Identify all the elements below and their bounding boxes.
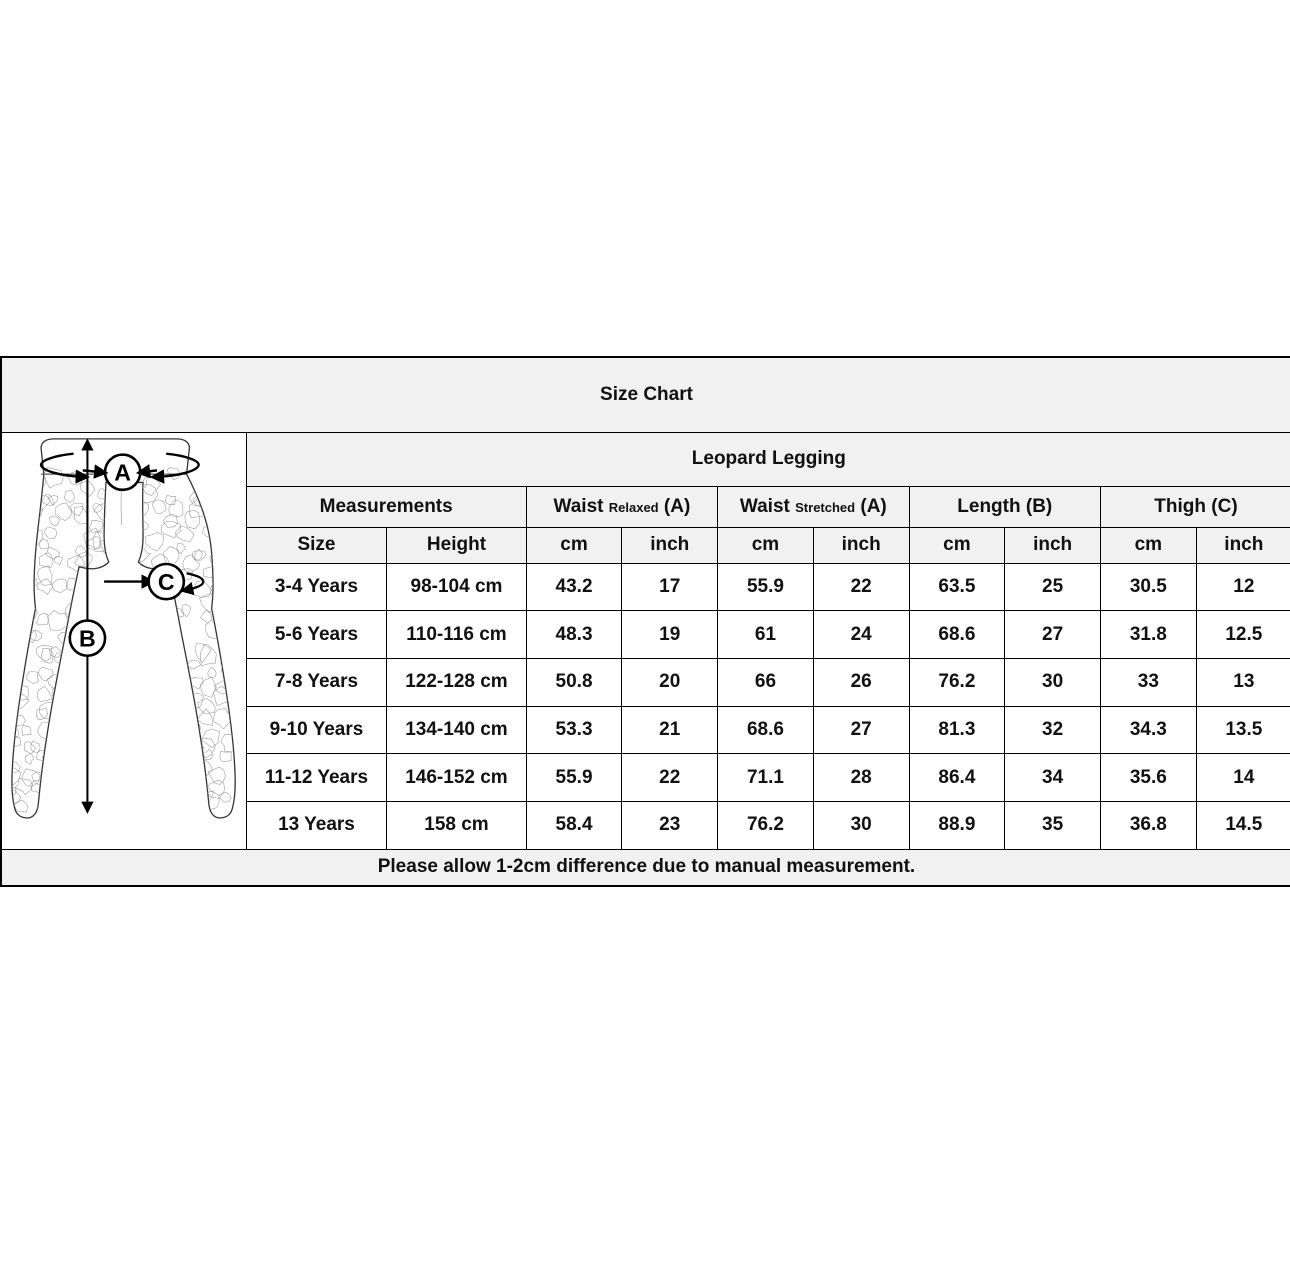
- svg-text:A: A: [114, 459, 131, 485]
- svg-text:C: C: [158, 568, 175, 594]
- svg-text:B: B: [79, 625, 96, 651]
